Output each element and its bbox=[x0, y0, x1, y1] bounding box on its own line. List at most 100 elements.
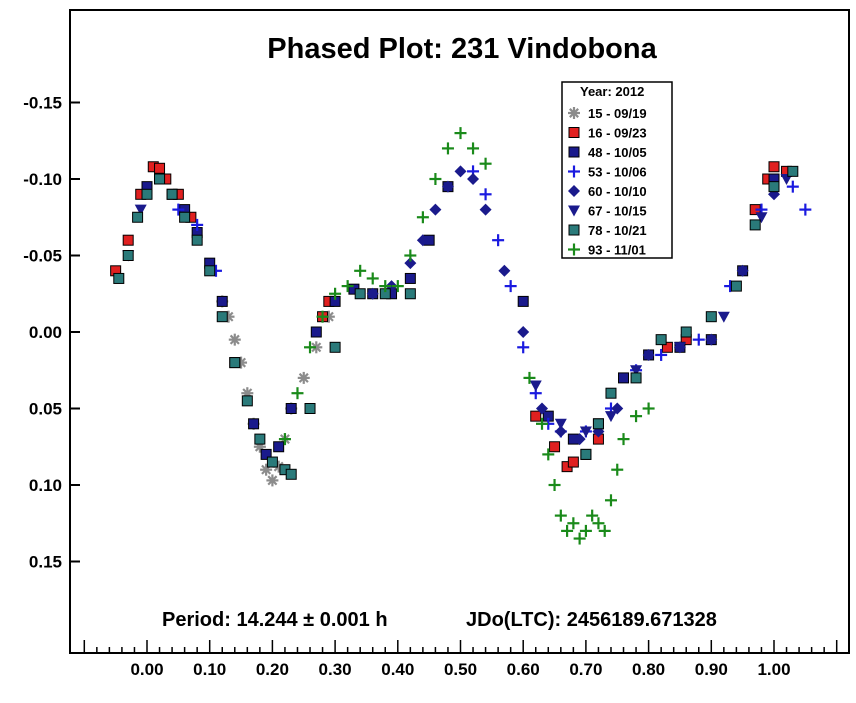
legend-entry-label: 93 - 11/01 bbox=[588, 243, 646, 258]
data-point bbox=[530, 410, 542, 422]
data-point bbox=[655, 334, 667, 346]
data-point bbox=[454, 127, 467, 140]
data-point bbox=[630, 365, 643, 377]
legend-entry-label: 60 - 10/10 bbox=[588, 184, 647, 199]
data-point bbox=[787, 165, 799, 177]
data-point bbox=[266, 456, 278, 468]
data-point bbox=[799, 203, 812, 216]
data-point bbox=[179, 211, 191, 223]
data-point bbox=[113, 272, 125, 284]
data-point bbox=[304, 403, 316, 414]
data-point bbox=[228, 333, 241, 346]
data-point bbox=[755, 212, 768, 224]
data-point bbox=[467, 142, 480, 155]
data-point bbox=[404, 272, 416, 284]
data-point bbox=[536, 402, 549, 415]
data-point bbox=[404, 249, 417, 262]
data-point bbox=[216, 311, 228, 323]
data-point bbox=[429, 173, 442, 185]
data-point bbox=[229, 357, 241, 369]
series-group bbox=[113, 165, 799, 480]
data-point bbox=[479, 188, 492, 201]
legend-marker bbox=[568, 205, 580, 217]
x-axis-ticks: 0.00 0.10 0.20 0.30 0.40 0.50 0.60 0.70 0.80 0.90… bbox=[83, 640, 838, 679]
data-point bbox=[241, 395, 253, 407]
period-label: Period: 14.244 ± 0.001 h bbox=[162, 609, 388, 631]
data-point bbox=[366, 287, 379, 300]
data-point bbox=[273, 441, 285, 453]
y-tick-label: -0.15 bbox=[23, 94, 62, 113]
data-point bbox=[278, 433, 291, 446]
data-point bbox=[429, 203, 442, 216]
epoch-label: JDo(LTC): 2456189.671328 bbox=[466, 609, 717, 631]
legend-marker bbox=[568, 185, 580, 197]
data-point bbox=[554, 509, 567, 522]
legend-marker bbox=[568, 127, 580, 138]
data-point bbox=[391, 280, 404, 293]
data-point bbox=[573, 532, 586, 545]
data-point bbox=[329, 341, 341, 353]
data-point bbox=[285, 403, 297, 414]
data-point bbox=[172, 203, 185, 216]
x-tick-label: 0.30 bbox=[319, 660, 352, 679]
data-point bbox=[768, 181, 780, 193]
x-tick-label: 0.20 bbox=[256, 660, 289, 679]
data-point bbox=[517, 326, 530, 338]
series-group bbox=[278, 127, 655, 545]
data-point bbox=[586, 509, 599, 522]
data-point bbox=[705, 333, 718, 346]
data-points bbox=[110, 127, 812, 545]
legend-entry-label: 67 - 10/15 bbox=[588, 204, 647, 219]
data-point bbox=[254, 433, 266, 445]
data-point bbox=[598, 524, 611, 537]
data-point bbox=[479, 203, 492, 216]
data-point bbox=[416, 234, 429, 247]
data-point bbox=[579, 426, 592, 438]
data-point bbox=[441, 142, 454, 155]
chart-title: Phased Plot: 231 Vindobona bbox=[267, 33, 657, 65]
data-point bbox=[304, 341, 317, 354]
data-point bbox=[661, 341, 673, 353]
series-group bbox=[172, 165, 812, 438]
data-point bbox=[310, 341, 323, 354]
legend-marker bbox=[568, 165, 580, 178]
data-point bbox=[542, 448, 555, 461]
data-point bbox=[692, 333, 705, 346]
data-point bbox=[561, 524, 574, 537]
data-point bbox=[604, 411, 617, 423]
data-point bbox=[191, 234, 203, 246]
legend-marker bbox=[568, 243, 580, 256]
y-tick-label: 0.15 bbox=[29, 553, 62, 572]
data-point bbox=[548, 479, 561, 491]
data-point bbox=[492, 234, 505, 247]
data-point bbox=[604, 494, 617, 507]
data-point bbox=[617, 433, 630, 446]
data-point bbox=[122, 250, 134, 261]
data-point bbox=[642, 402, 655, 415]
data-point bbox=[285, 468, 297, 480]
data-point bbox=[768, 161, 780, 173]
data-point bbox=[191, 218, 204, 231]
data-point bbox=[573, 433, 586, 446]
data-point bbox=[260, 463, 273, 476]
data-point bbox=[786, 180, 799, 193]
legend-marker bbox=[568, 224, 580, 236]
data-point bbox=[517, 295, 529, 307]
data-point bbox=[291, 387, 304, 400]
data-point bbox=[567, 517, 580, 530]
data-point bbox=[379, 280, 392, 293]
data-point bbox=[680, 326, 692, 338]
data-point bbox=[579, 524, 592, 537]
data-point bbox=[717, 311, 730, 323]
data-point bbox=[416, 211, 429, 224]
data-point bbox=[260, 448, 272, 460]
data-point bbox=[354, 288, 366, 300]
y-tick-label: 0.05 bbox=[29, 400, 62, 419]
data-point bbox=[366, 272, 379, 285]
data-point bbox=[523, 371, 536, 384]
data-point bbox=[580, 448, 592, 460]
data-point bbox=[536, 417, 549, 430]
data-point bbox=[266, 474, 279, 487]
data-point bbox=[454, 165, 467, 178]
